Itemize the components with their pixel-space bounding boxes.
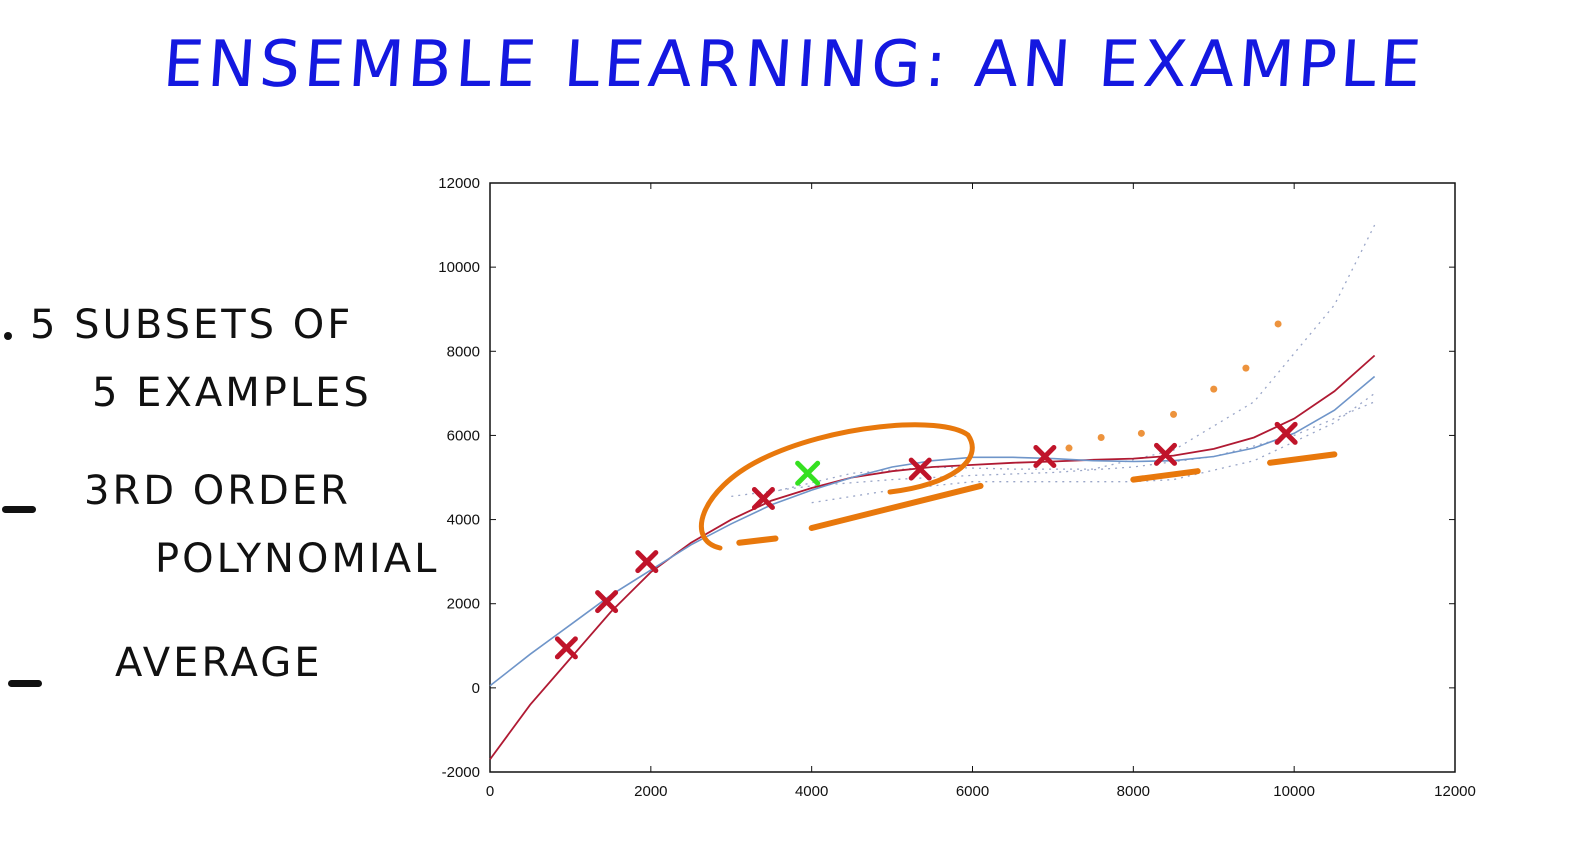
annotation-stroke xyxy=(808,482,984,531)
bullet-dot xyxy=(4,332,12,340)
ensemble-chart: 0 2000 4000 6000 8000 10000 12000 -2000 0 2000 400… xyxy=(438,175,1476,800)
annotation-dot xyxy=(1097,434,1105,442)
annotation-stroke xyxy=(736,535,779,546)
point-stroke xyxy=(751,487,775,511)
x-tick-label: 2000 xyxy=(634,783,667,800)
x-tick-label: 12000 xyxy=(1434,783,1476,800)
annotation-dot xyxy=(1170,410,1178,418)
data-point xyxy=(1274,421,1298,445)
series-line xyxy=(811,392,1375,504)
data-point xyxy=(751,487,775,511)
point-stroke xyxy=(554,636,578,660)
data-point xyxy=(1154,442,1177,466)
note-line-1b: 5 EXAMPLES xyxy=(92,370,372,416)
data-point xyxy=(595,590,619,614)
annotation-circle xyxy=(699,422,975,551)
annotation-dot xyxy=(1242,364,1250,372)
bullet-dash xyxy=(2,506,36,513)
y-tick-label: 8000 xyxy=(447,343,480,360)
y-tick-label: 6000 xyxy=(447,427,480,444)
annotation-dot xyxy=(1065,444,1073,452)
x-tick-label: 10000 xyxy=(1273,783,1315,800)
annotation-stroke xyxy=(1130,468,1201,483)
data-point xyxy=(635,550,659,574)
note-line-2b: POLYNOMIAL xyxy=(155,536,440,582)
point-stroke xyxy=(1033,444,1057,468)
series-line xyxy=(489,354,1376,760)
data-point xyxy=(908,457,932,481)
page-title: ENSEMBLE LEARNING: AN EXAMPLE xyxy=(160,28,1428,102)
x-tick-label: 4000 xyxy=(795,783,828,800)
data-point xyxy=(1033,444,1057,468)
note-line-2a: 3RD ORDER xyxy=(84,468,351,514)
point-stroke xyxy=(1154,442,1177,466)
point-stroke xyxy=(908,457,932,481)
annotation-dot xyxy=(1210,385,1218,393)
point-stroke xyxy=(795,460,821,486)
bullet-dash xyxy=(8,680,42,687)
annotation-dot xyxy=(1137,429,1145,437)
series-line xyxy=(489,375,1376,687)
x-tick-label: 0 xyxy=(486,783,494,800)
x-tick-label: 6000 xyxy=(956,783,989,800)
y-tick-label: 10000 xyxy=(438,259,480,276)
y-tick-label: 12000 xyxy=(438,175,480,192)
annotation-dot xyxy=(1274,320,1282,328)
highlighted-point xyxy=(795,460,821,486)
point-stroke xyxy=(1274,421,1298,445)
y-tick-label: 0 xyxy=(472,680,480,697)
point-stroke xyxy=(595,590,619,614)
note-line-1a: 5 SUBSETS OF xyxy=(30,302,354,348)
annotation-stroke xyxy=(1267,451,1338,466)
y-tick-label: -2000 xyxy=(442,764,480,781)
series-line xyxy=(771,224,1376,493)
y-tick-label: 4000 xyxy=(447,512,480,529)
note-line-3: AVERAGE xyxy=(115,640,323,686)
point-stroke xyxy=(635,550,659,574)
y-tick-label: 2000 xyxy=(447,596,480,613)
x-tick-label: 8000 xyxy=(1117,783,1150,800)
plot-frame xyxy=(489,182,1456,773)
data-point xyxy=(554,636,578,660)
